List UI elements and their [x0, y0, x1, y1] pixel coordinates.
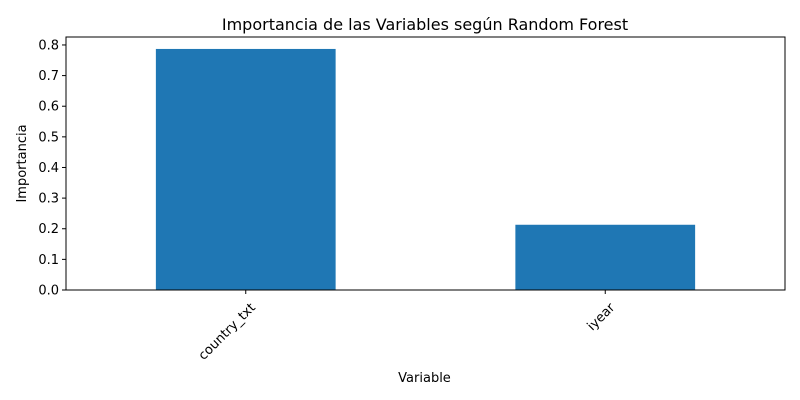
- axes-frame: [65, 36, 786, 291]
- y-tick-label: 0.1: [38, 253, 59, 268]
- y-tick-label: 0.5: [38, 130, 59, 145]
- y-axis-label: Importancia: [15, 124, 30, 202]
- plot-area: [155, 48, 696, 290]
- x-axis: country_txt iyear: [196, 290, 619, 363]
- y-tick-label: 0.8: [38, 38, 59, 53]
- x-axis-label: Variable: [398, 371, 451, 386]
- bar-country-txt: [155, 48, 336, 290]
- chart-title: Importancia de las Variables según Rando…: [222, 15, 628, 34]
- y-tick-label: 0.7: [38, 69, 59, 84]
- y-axis: 0.0 0.1 0.2 0.3 0.4 0.5 0.6 0.7 0.8: [38, 38, 66, 299]
- x-tick-label: country_txt: [196, 300, 259, 363]
- bar-iyear: [515, 224, 696, 290]
- y-tick-label: 0.0: [38, 284, 59, 299]
- y-tick-label: 0.4: [38, 161, 59, 176]
- y-tick-label: 0.2: [38, 222, 59, 237]
- y-tick-label: 0.3: [38, 192, 59, 207]
- x-tick-label: iyear: [585, 300, 619, 334]
- y-tick-label: 0.6: [38, 100, 59, 115]
